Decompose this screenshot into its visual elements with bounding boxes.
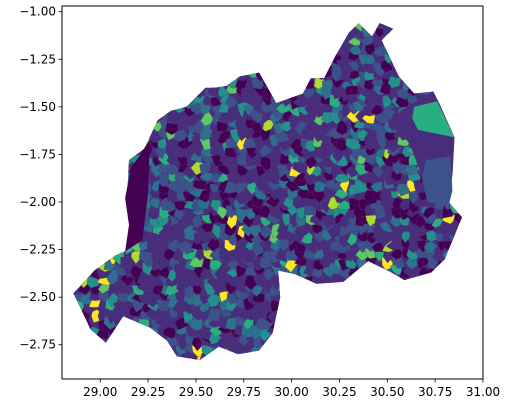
x-tick-label-5: 30.25 [322,385,356,399]
y-tick-label-1: −1.25 [19,52,56,66]
y-tick-label-0: −1.00 [19,5,56,19]
x-tick-label-8: 31.00 [466,385,500,399]
y-tick-label-5: −2.25 [19,243,56,257]
x-tick-label-1: 29.25 [131,385,165,399]
x-tick-label-6: 30.50 [370,385,404,399]
x-tick-label-3: 29.75 [227,385,261,399]
y-tick-label-4: −2.00 [19,195,56,209]
y-tick-label-3: −1.75 [19,147,56,161]
x-tick-label-4: 30.00 [274,385,308,399]
y-tick-label-7: −2.75 [19,338,56,352]
x-tick-label-2: 29.50 [179,385,213,399]
x-tick-label-0: 29.00 [83,385,117,399]
y-tick-label-2: −1.50 [19,100,56,114]
x-tick-label-7: 30.75 [418,385,452,399]
y-tick-label-6: −2.50 [19,290,56,304]
